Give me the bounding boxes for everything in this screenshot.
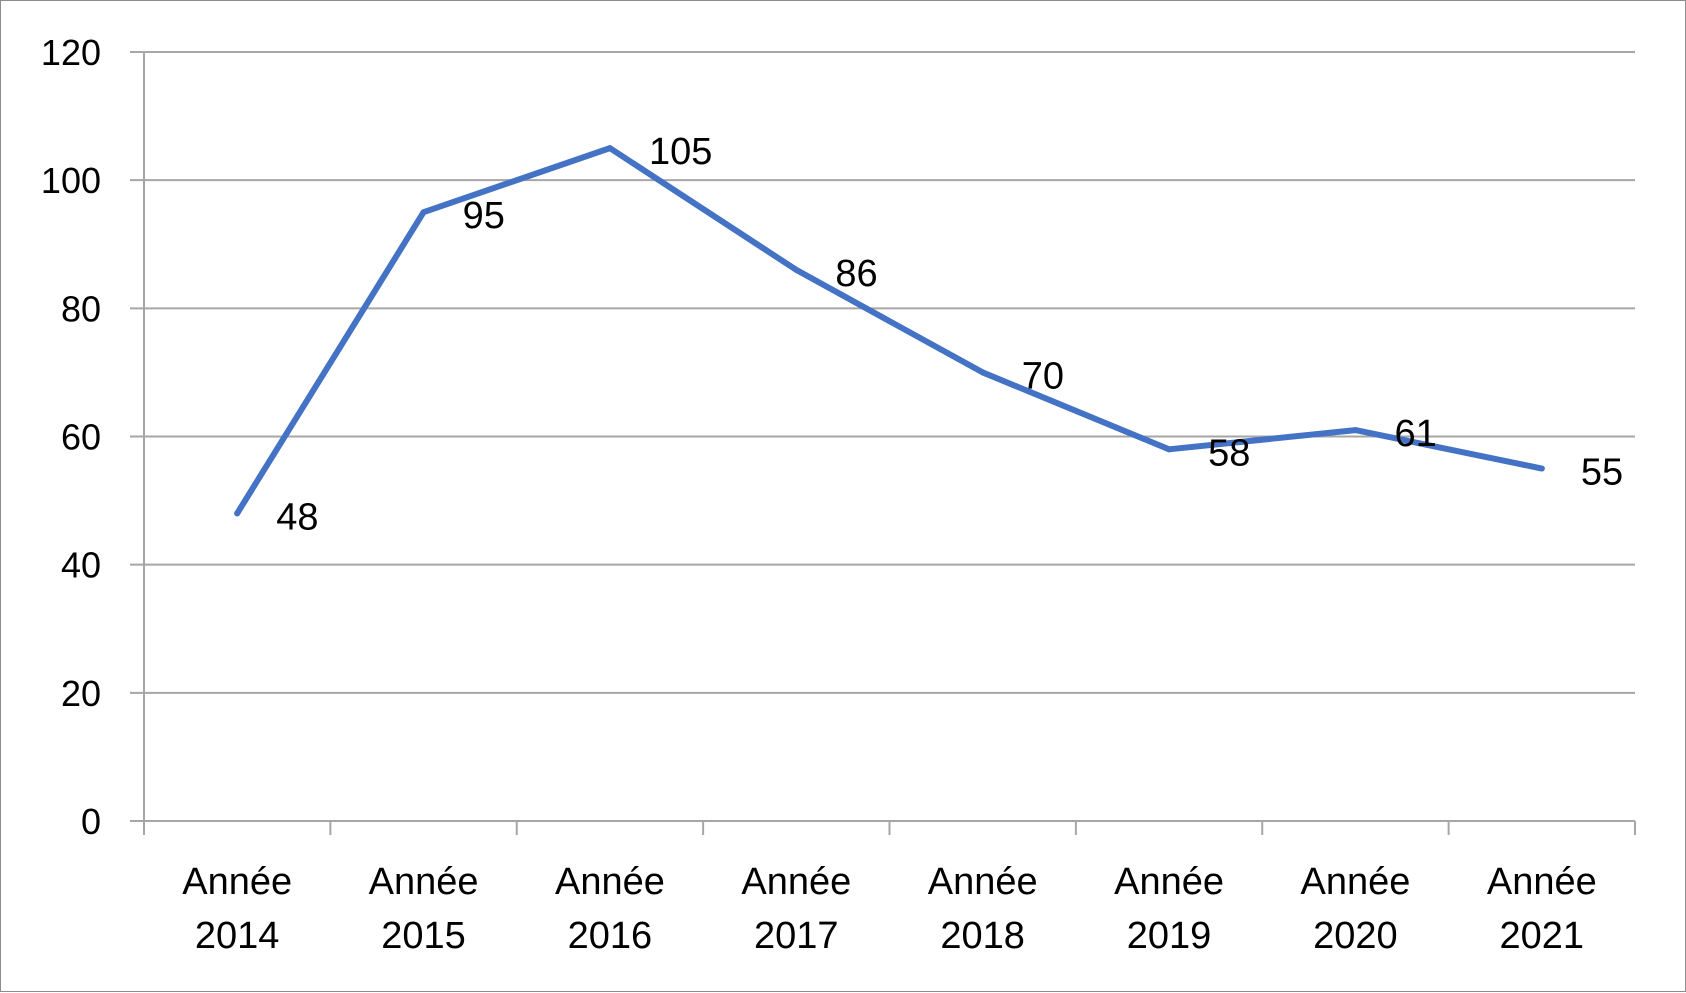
x-category-label-5: Année 2019 (1114, 861, 1224, 957)
y-tick-label-0: 0 (81, 801, 101, 842)
x-category-label-line: Année (369, 861, 479, 903)
y-tick-label-120: 120 (41, 32, 101, 73)
data-label-1: 95 (463, 195, 505, 237)
y-tick-labels: 0 20 40 60 80 100 120 (41, 32, 101, 842)
y-tick-label-80: 80 (61, 288, 101, 329)
x-category-label-line: 2020 (1313, 915, 1398, 957)
data-label-0: 48 (276, 496, 318, 538)
data-point-6 (1352, 427, 1359, 434)
series-line (234, 145, 1545, 517)
data-point-7 (1538, 465, 1545, 472)
data-label-5: 58 (1208, 432, 1250, 474)
data-label-2: 105 (649, 131, 712, 173)
x-category-label-line: Année (1300, 861, 1410, 903)
x-category-label-line: Année (928, 861, 1038, 903)
x-category-label-7: Année 2021 (1487, 861, 1597, 957)
x-category-label-4: Année 2018 (928, 861, 1038, 957)
x-category-label-0: Année 2014 (182, 861, 292, 957)
x-category-label-line: 2021 (1500, 915, 1585, 957)
x-category-label-2: Année 2016 (555, 861, 665, 957)
x-category-label-line: 2015 (381, 915, 466, 957)
data-point-0 (234, 510, 241, 517)
data-point-5 (1166, 446, 1173, 453)
x-category-label-line: Année (1114, 861, 1224, 903)
data-point-3 (793, 266, 800, 273)
x-category-label-line: 2017 (754, 915, 839, 957)
data-point-2 (606, 145, 613, 152)
x-category-label-line: Année (555, 861, 665, 903)
x-category-label-line: Année (741, 861, 851, 903)
x-category-label-line: 2014 (195, 915, 280, 957)
x-category-label-line: Année (182, 861, 292, 903)
data-point-4 (979, 369, 986, 376)
x-category-label-6: Année 2020 (1300, 861, 1410, 957)
x-category-label-1: Année 2015 (369, 861, 479, 957)
x-category-label-line: Année (1487, 861, 1597, 903)
data-label-7: 55 (1581, 452, 1623, 494)
data-label-3: 86 (835, 253, 877, 295)
series-layer (234, 145, 1545, 517)
x-category-label-line: 2019 (1127, 915, 1212, 957)
x-category-label-line: 2018 (940, 915, 1025, 957)
data-label-6: 61 (1394, 413, 1436, 455)
x-category-label-3: Année 2017 (741, 861, 851, 957)
gridlines (130, 51, 1635, 694)
data-labels: 48 95 105 86 70 58 61 55 (276, 131, 1623, 538)
y-tick-label-40: 40 (61, 545, 101, 586)
data-point-1 (420, 209, 427, 216)
y-tick-label-20: 20 (61, 673, 101, 714)
y-tick-label-100: 100 (41, 160, 101, 201)
x-category-label-line: 2016 (568, 915, 653, 957)
data-label-4: 70 (1022, 355, 1064, 397)
y-tick-label-60: 60 (61, 417, 101, 458)
axes (130, 52, 1636, 835)
